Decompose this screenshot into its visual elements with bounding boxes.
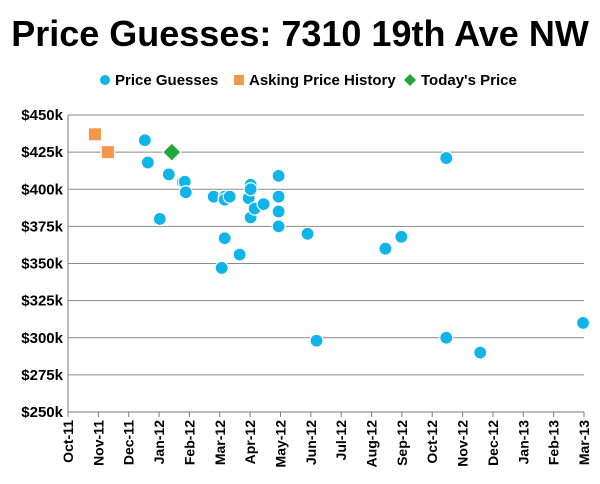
x-tick-label: Jan-13 — [515, 420, 531, 465]
data-points — [87, 127, 591, 360]
data-point-price-guesses-24 — [300, 226, 315, 241]
data-point-price-guesses-1 — [140, 155, 155, 170]
data-point-price-guesses-27 — [394, 229, 409, 244]
data-point-today-s-price-0 — [162, 142, 182, 162]
y-tick-label: $350k — [21, 256, 63, 273]
legend-label-price-guesses: Price Guesses — [115, 72, 218, 89]
data-point-asking-price-history-1 — [100, 145, 115, 160]
data-point-price-guesses-26 — [378, 241, 393, 256]
legend-marker-todays-price — [404, 74, 416, 86]
x-tick-label: Feb-13 — [546, 420, 562, 465]
x-tick-label: Feb-12 — [181, 420, 197, 465]
y-tick-label: $275k — [21, 367, 63, 384]
y-tick-label: $450k — [21, 107, 63, 124]
x-tick-label: Oct-11 — [60, 420, 76, 463]
x-tick-label: Jul-12 — [333, 420, 349, 461]
gridlines — [68, 114, 584, 413]
data-point-price-guesses-13 — [232, 247, 247, 262]
y-tick-label: $250k — [21, 404, 63, 421]
data-point-price-guesses-21 — [271, 189, 286, 204]
data-point-price-guesses-31 — [575, 315, 591, 330]
chart-title: Price Guesses: 7310 19th Ave NW — [11, 13, 589, 54]
x-tick-label: Oct-12 — [424, 420, 440, 464]
x-tick-label: Mar-12 — [212, 420, 228, 465]
data-point-price-guesses-8 — [214, 260, 229, 276]
axes — [67, 115, 584, 413]
y-tick-label: $400k — [21, 181, 63, 198]
y-tick-label: $375k — [21, 218, 63, 235]
legend: Price Guesses Asking Price History Today… — [100, 72, 517, 89]
legend-marker-asking-price — [234, 75, 244, 85]
data-point-price-guesses-22 — [271, 204, 286, 219]
data-point-price-guesses-29 — [439, 330, 454, 345]
x-tick-label: Nov-11 — [90, 420, 106, 466]
y-tick-labels: $250k $275k $300k $325k $350k $375k $400k $425k… — [21, 107, 63, 421]
data-point-price-guesses-28 — [439, 150, 454, 166]
x-tick-label: Sep-12 — [394, 420, 410, 466]
data-point-price-guesses-30 — [473, 345, 488, 360]
y-tick-label: $425k — [21, 144, 63, 161]
data-point-asking-price-history-0 — [87, 127, 102, 142]
data-point-price-guesses-16 — [243, 182, 258, 197]
data-point-price-guesses-23 — [271, 219, 286, 234]
x-tick-label: Dec-12 — [485, 420, 501, 466]
y-tick-label: $325k — [21, 293, 63, 310]
x-tick-label: Dec-11 — [121, 420, 137, 465]
x-tick-label: Aug-12 — [364, 420, 380, 468]
x-tick-label: Mar-13 — [576, 420, 592, 465]
data-point-price-guesses-0 — [137, 133, 152, 148]
y-tick-label: $300k — [21, 330, 63, 347]
data-point-price-guesses-12 — [222, 189, 237, 204]
legend-label-asking-price: Asking Price History — [249, 72, 396, 89]
x-tick-labels: Oct-11 Nov-11 Dec-11 Jan-12 Feb-12 Mar-12 Apr-… — [60, 412, 592, 467]
data-point-price-guesses-9 — [217, 231, 232, 246]
data-point-price-guesses-6 — [178, 185, 193, 200]
data-point-price-guesses-3 — [161, 167, 176, 182]
data-point-price-guesses-20 — [271, 168, 286, 183]
data-point-price-guesses-25 — [309, 333, 324, 348]
legend-marker-price-guesses — [100, 75, 110, 85]
x-tick-label: Jan-12 — [151, 420, 167, 465]
x-tick-label: Apr-12 — [242, 420, 258, 465]
data-point-price-guesses-19 — [256, 197, 271, 212]
x-tick-label: Nov-12 — [455, 420, 471, 467]
x-tick-label: May-12 — [272, 420, 288, 468]
legend-label-todays-price: Today's Price — [421, 72, 517, 89]
x-tick-label: Jun-12 — [303, 420, 319, 465]
data-point-price-guesses-2 — [152, 211, 167, 227]
